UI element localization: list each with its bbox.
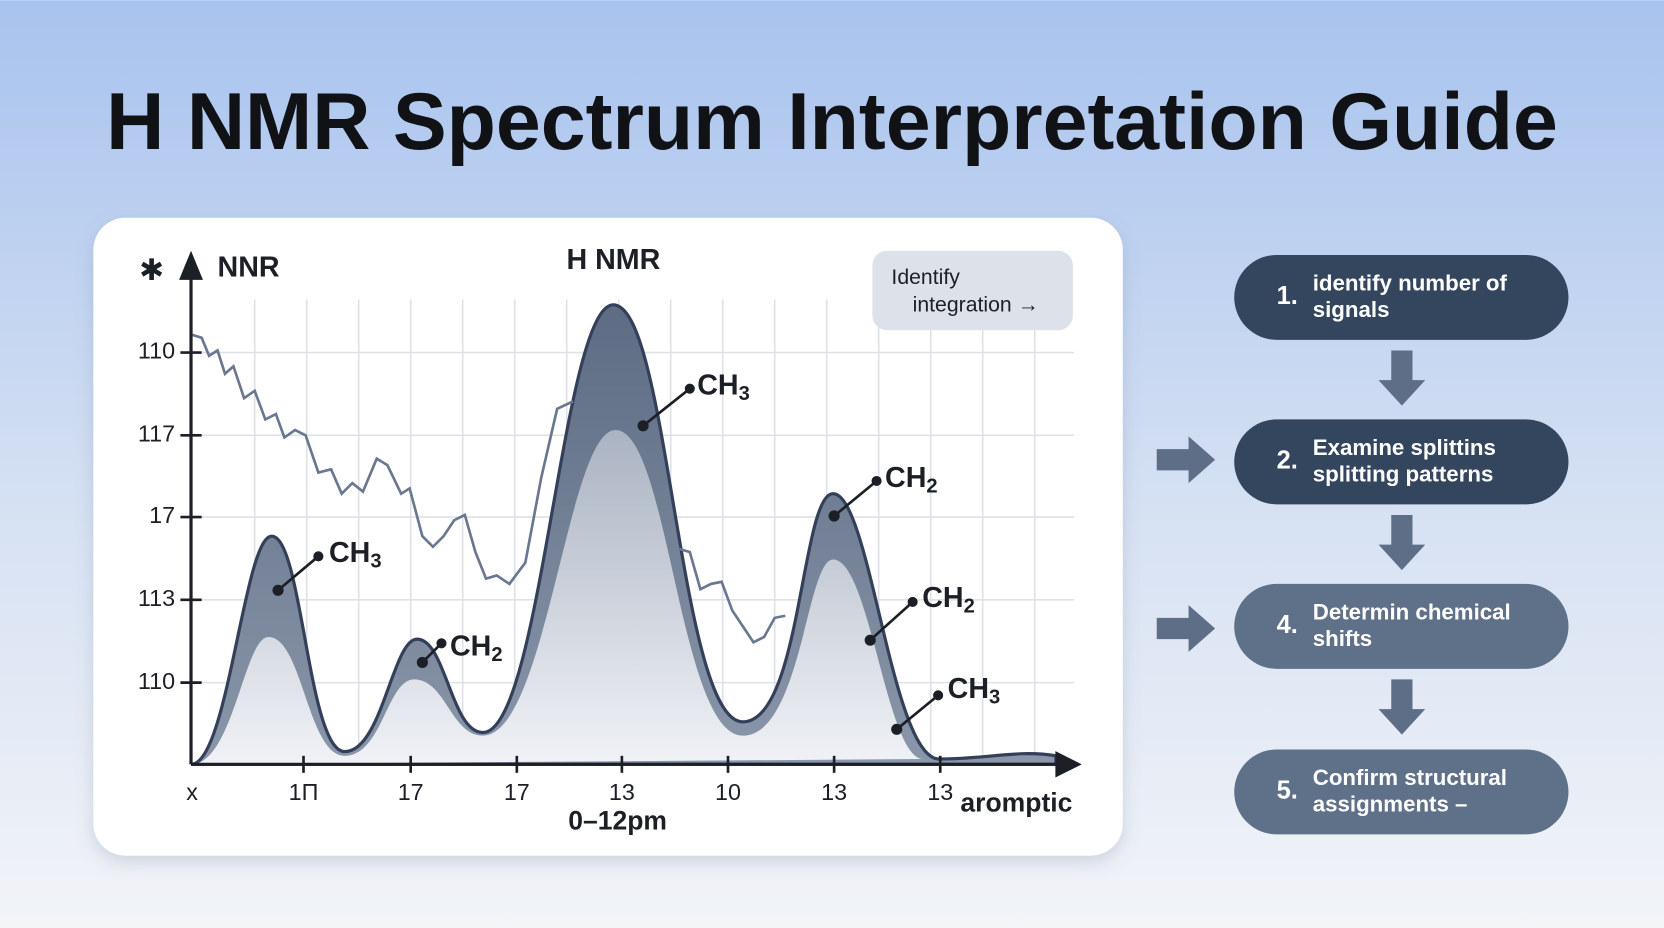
peak-label-text: CH (450, 630, 491, 662)
peak-label: CH2 (450, 630, 503, 666)
x-axis-arrow (1055, 751, 1082, 778)
callout-line: integration → (913, 293, 1039, 316)
step-pill (1234, 419, 1569, 505)
down-arrow (1378, 350, 1426, 406)
step-text: shifts (1313, 626, 1372, 651)
star: ✱ (139, 254, 164, 287)
step-text: splitting patterns (1313, 462, 1494, 487)
step-text: Examine splittins (1313, 435, 1496, 460)
leader-line (895, 694, 939, 731)
step-text: Determin chemical (1313, 600, 1511, 625)
peak-label-text: CH (329, 537, 370, 569)
ticks (180, 351, 942, 773)
side-arrow (1156, 436, 1216, 484)
step-pill (1234, 749, 1569, 835)
down-arrow (1378, 679, 1426, 735)
x-tick-label: 10 (715, 779, 741, 805)
x-tick-label: x (186, 779, 198, 805)
peak-label-sub: 2 (491, 644, 502, 666)
step-number: 1. (1277, 282, 1298, 310)
x-tick-label: 17 (504, 779, 530, 805)
chart-title: H NMR (566, 244, 660, 276)
leader-dot (907, 596, 918, 607)
leader-dot (272, 584, 284, 596)
step-number: 5. (1277, 777, 1298, 805)
leaders (272, 383, 944, 735)
peak-label-sub: 3 (370, 551, 381, 573)
y-tick-label: 113 (138, 585, 175, 611)
x-end-label: aromptic (960, 788, 1072, 818)
step-text: assignments – (1313, 792, 1468, 817)
leader-line (277, 555, 320, 592)
leader-line (869, 600, 914, 642)
step-text: signals (1313, 297, 1390, 322)
leader-line (833, 479, 878, 518)
peak-label-sub: 3 (989, 687, 1000, 709)
leader-dot (864, 634, 876, 646)
y-axis-label: NNR (218, 251, 280, 283)
leader-line (642, 387, 691, 427)
x-axis-title: 0–12pm (568, 806, 667, 836)
step-pill (1234, 583, 1569, 669)
y-axis-arrow (179, 250, 203, 280)
y-tick-label: 117 (138, 421, 175, 447)
peak-label: CH3 (329, 537, 382, 573)
x-tick-label: 13 (609, 779, 635, 805)
step-number: 4. (1277, 611, 1298, 639)
noisy-trace (190, 333, 786, 644)
page-title: H NMR Spectrum Interpretation Guide (106, 77, 1558, 167)
peak-label: CH3 (948, 673, 1001, 709)
leader-dot (637, 420, 649, 432)
peak-label-sub: 2 (926, 476, 937, 498)
step-text: identify number of (1313, 271, 1508, 296)
callout-box (872, 250, 1073, 331)
step-number: 2. (1277, 447, 1298, 475)
inner-peaks (191, 430, 924, 765)
leader-dot (684, 383, 695, 394)
y-tick-label: 110 (138, 668, 175, 694)
peak-label-text: CH (922, 581, 963, 613)
y-tick-label: 110 (138, 338, 175, 364)
y-tick-label: 17 (149, 502, 175, 528)
leader-dot (436, 638, 447, 649)
callout-line: Identify (891, 266, 960, 289)
step-pill (1234, 254, 1569, 340)
peak-label-sub: 3 (739, 383, 750, 405)
leader-dot (891, 723, 903, 735)
leader-dot (933, 690, 944, 701)
side-arrow (1156, 605, 1216, 652)
step-text: Confirm structural (1313, 765, 1507, 790)
x-tick-label: 17 (398, 779, 424, 805)
leader-dot (416, 656, 428, 669)
peak-label-text: CH (948, 673, 989, 705)
peak-label: CH2 (885, 461, 938, 497)
leader-dot (828, 510, 840, 522)
leader-dot (871, 475, 882, 487)
peak-label-text: CH (885, 461, 926, 493)
x-tick-label: 13 (927, 779, 953, 805)
x-tick-label: 1П (289, 779, 319, 805)
peak-label-text: CH (697, 369, 738, 401)
peak-label: CH2 (922, 581, 975, 617)
down-arrow (1378, 514, 1426, 571)
leader-dot (313, 551, 324, 562)
peak-label-sub: 2 (964, 596, 975, 618)
peak-label: CH3 (697, 369, 750, 405)
x-tick-label: 13 (821, 779, 847, 805)
